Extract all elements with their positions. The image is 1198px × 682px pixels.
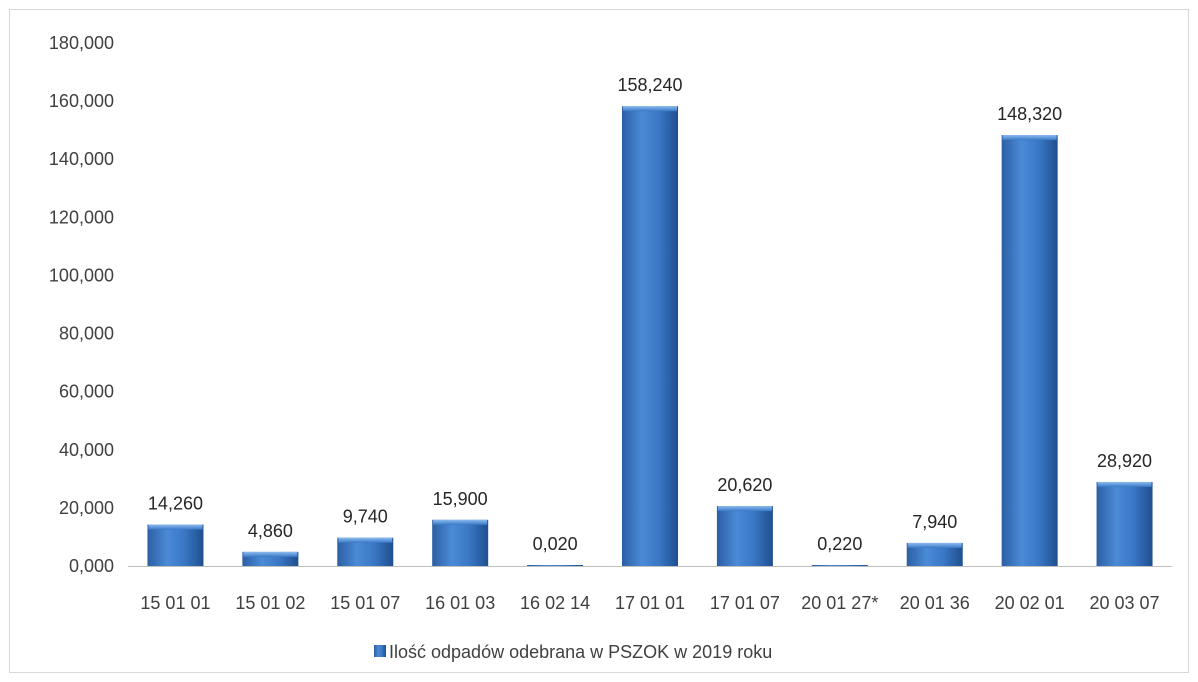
- data-label: 148,320: [997, 104, 1062, 124]
- x-tick-label: 20 02 01: [995, 593, 1065, 613]
- bar: [716, 506, 773, 566]
- bar: [527, 565, 584, 566]
- data-label: 7,940: [912, 512, 957, 532]
- bar-top-bevel: [623, 106, 677, 112]
- bar: [906, 542, 963, 566]
- legend-swatch: [374, 645, 386, 657]
- data-label: 9,740: [343, 507, 388, 527]
- y-tick-label: 120,000: [49, 207, 114, 227]
- legend: Ilość odpadów odebrana w PSZOK w 2019 ro…: [374, 642, 772, 662]
- y-tick-label: 40,000: [59, 440, 114, 460]
- data-label: 4,860: [248, 521, 293, 541]
- x-axis-tick-labels: 15 01 01 15 01 02 15 01 07 16 01 03 16 02 14…: [140, 593, 1159, 613]
- x-tick-label: 20 01 27*: [801, 593, 878, 613]
- y-axis-tick-labels: 0,000 20,000 40,000 60,000 80,000 100,000 120,…: [49, 33, 114, 576]
- y-tick-label: 0,000: [69, 556, 114, 576]
- x-tick-label: 15 01 02: [235, 593, 305, 613]
- data-label: 28,920: [1097, 451, 1152, 471]
- x-tick-label: 15 01 01: [140, 593, 210, 613]
- bar-top-bevel: [1097, 481, 1152, 487]
- bar-top-bevel: [433, 519, 488, 525]
- data-label: 0,020: [533, 534, 578, 554]
- bar-top-bevel: [243, 551, 298, 557]
- data-label: 0,220: [817, 534, 862, 554]
- bar: [1001, 135, 1058, 566]
- data-label: 158,240: [617, 75, 682, 95]
- bar-top-bevel: [907, 542, 962, 548]
- x-tick-label: 15 01 07: [330, 593, 400, 613]
- bar: [1096, 481, 1153, 566]
- y-tick-label: 180,000: [49, 33, 114, 53]
- chart-frame: [9, 9, 1189, 673]
- data-labels-group: 14,260 4,860 9,740 15,900 0,020 158,240 20,620…: [148, 75, 1152, 554]
- bar: [811, 565, 868, 566]
- y-tick-label: 20,000: [59, 498, 114, 518]
- bar: [432, 519, 489, 566]
- y-tick-label: 140,000: [49, 149, 114, 169]
- y-tick-label: 160,000: [49, 91, 114, 111]
- bar: [147, 524, 204, 566]
- x-tick-label: 20 03 07: [1090, 593, 1160, 613]
- bar: [622, 106, 678, 567]
- y-tick-label: 100,000: [49, 265, 114, 285]
- legend-label: Ilość odpadów odebrana w PSZOK w 2019 ro…: [389, 642, 772, 662]
- x-tick-label: 17 01 07: [710, 593, 780, 613]
- bar-top-bevel: [1002, 135, 1057, 141]
- x-tick-label: 20 01 36: [900, 593, 970, 613]
- bars-group: [147, 106, 1153, 567]
- bar-top-bevel: [338, 537, 393, 543]
- data-label: 20,620: [717, 475, 772, 495]
- x-tick-label: 16 02 14: [520, 593, 590, 613]
- data-label: 14,260: [148, 494, 203, 514]
- x-tick-label: 16 01 03: [425, 593, 495, 613]
- y-tick-label: 60,000: [59, 382, 114, 402]
- data-label: 15,900: [433, 489, 488, 509]
- x-tick-label: 17 01 01: [615, 593, 685, 613]
- bar-top-bevel: [148, 524, 203, 530]
- y-tick-label: 80,000: [59, 324, 114, 344]
- bar-top-bevel: [717, 506, 772, 512]
